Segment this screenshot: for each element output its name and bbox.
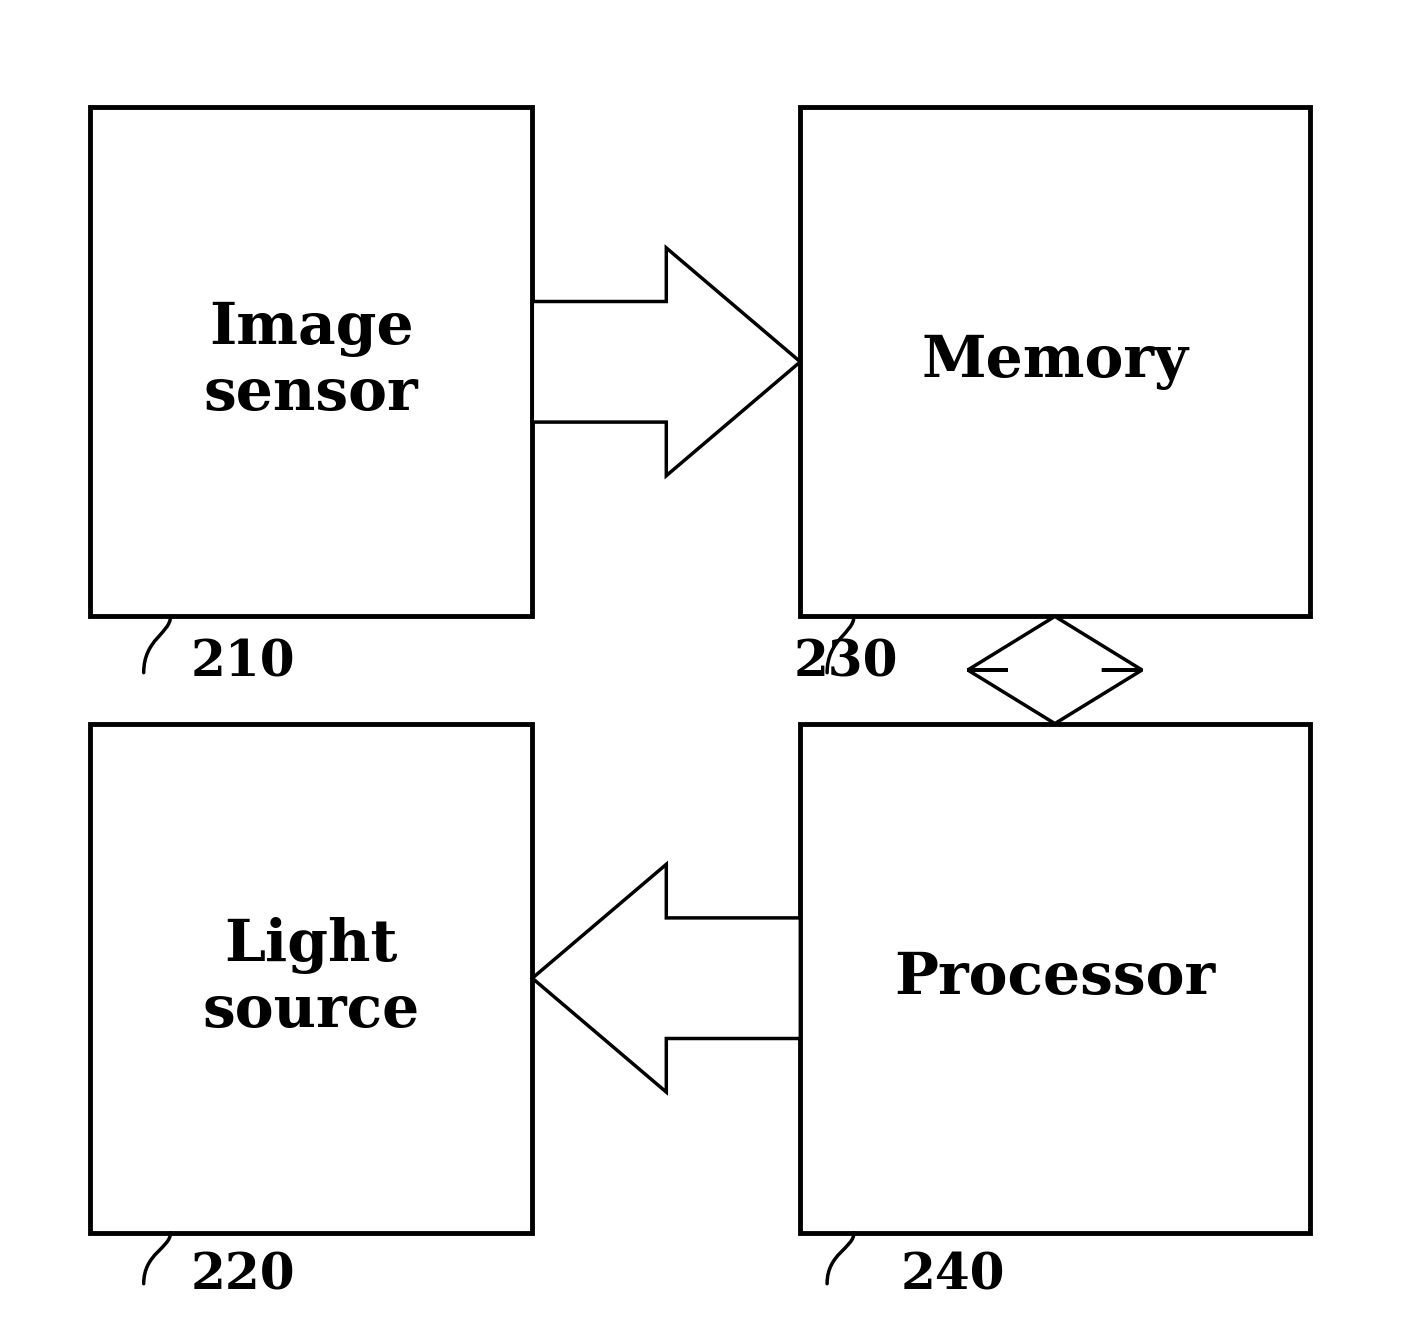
Polygon shape (533, 864, 800, 1092)
Bar (800, 724, 1310, 1233)
Text: 210: 210 (191, 639, 295, 687)
Text: Light
source: Light source (202, 918, 420, 1038)
Text: Image
sensor: Image sensor (203, 302, 418, 422)
Polygon shape (968, 616, 1142, 724)
Text: 230: 230 (794, 639, 899, 687)
Text: 240: 240 (901, 1252, 1005, 1300)
Text: Processor: Processor (894, 950, 1215, 1006)
Bar (90, 724, 533, 1233)
Bar (800, 107, 1310, 616)
Bar (90, 107, 533, 616)
Text: Memory: Memory (921, 334, 1188, 390)
Text: 220: 220 (191, 1252, 295, 1300)
Polygon shape (533, 248, 800, 476)
